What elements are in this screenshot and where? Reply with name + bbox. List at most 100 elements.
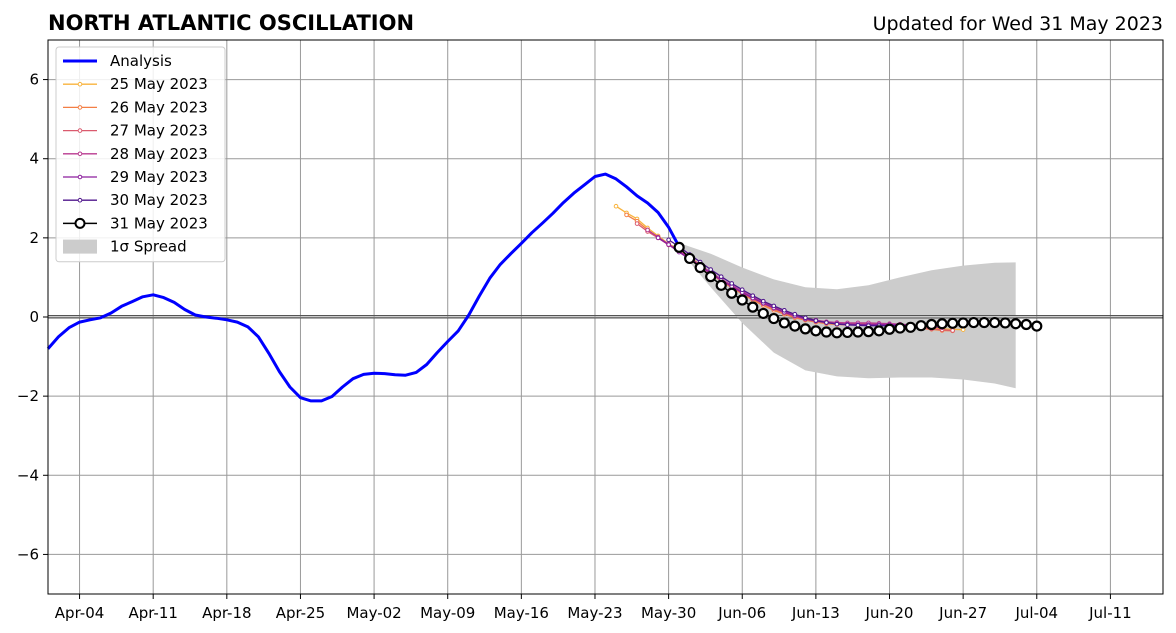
forecast-point	[1010, 318, 1022, 330]
x-tick-label: May-23	[567, 604, 622, 622]
forecast-point	[634, 221, 640, 226]
x-tick-label: Jun-20	[865, 604, 914, 622]
x-tick-label: Apr-11	[128, 604, 178, 622]
forecast-point	[718, 274, 724, 279]
legend-label: 30 May 2023	[110, 191, 208, 209]
forecast-point	[768, 312, 780, 325]
forecast-point	[666, 237, 671, 243]
forecast-point	[925, 318, 938, 331]
legend-label: 25 May 2023	[110, 75, 208, 93]
legend: Analysis 25 May 2023 26 May 2023 27 May 202…	[55, 46, 226, 263]
legend-label: 1σ Spread	[110, 238, 187, 256]
legend-swatch-marker	[74, 217, 86, 229]
y-tick-label: 4	[29, 150, 39, 168]
forecast-point	[957, 317, 969, 329]
forecast-point	[645, 227, 650, 233]
forecast-point	[708, 267, 713, 272]
legend-swatch-marker	[77, 105, 83, 110]
plot-frame	[47, 39, 1164, 595]
x-tick-label: Apr-25	[276, 604, 326, 622]
forecast-point	[999, 317, 1011, 329]
forecast-point	[771, 303, 777, 309]
forecast-point	[673, 241, 685, 253]
legend-label: 27 May 2023	[110, 122, 208, 140]
legend-swatch-marker	[77, 81, 83, 87]
x-tick-label: May-16	[494, 604, 549, 622]
forecast-point	[978, 316, 990, 329]
forecast-point	[705, 271, 717, 283]
forecast-point	[862, 326, 875, 338]
y-tick-label: −2	[17, 387, 39, 405]
forecast-point	[936, 318, 948, 330]
forecast-point	[736, 294, 748, 306]
x-tick-label: Jun-06	[717, 604, 766, 622]
analysis-line	[46, 172, 681, 403]
forecast-point	[915, 320, 927, 332]
x-tick-label: May-09	[420, 604, 475, 622]
forecast-2023-05-31	[673, 241, 1043, 339]
x-tick-label: Jul-11	[1088, 604, 1132, 622]
x-tick-label: Apr-04	[55, 604, 105, 622]
forecast-point	[803, 315, 808, 321]
forecast-point	[894, 322, 906, 334]
y-tick-label: 2	[29, 229, 39, 247]
legend-swatch-marker	[77, 128, 83, 133]
forecast-point	[831, 327, 843, 339]
zero-line	[48, 315, 1163, 319]
legend-box	[55, 46, 226, 263]
forecast-point	[684, 252, 696, 265]
forecast-point	[624, 212, 629, 218]
x-tick-label: Jun-27	[938, 604, 987, 622]
legend-swatch-marker	[77, 151, 83, 157]
x-tick-label: Jul-04	[1014, 604, 1058, 622]
forecast-point	[782, 307, 787, 313]
x-tick-label: Apr-18	[202, 604, 252, 622]
forecast-point	[729, 281, 735, 286]
chart-subtitle: Updated for Wed 31 May 2023	[873, 13, 1163, 35]
legend-label: 31 May 2023	[110, 214, 208, 232]
legend-label: 29 May 2023	[110, 168, 208, 186]
forecast-point	[726, 287, 738, 299]
forecast-point	[947, 317, 959, 329]
forecast-point	[715, 279, 727, 291]
forecast-point	[799, 323, 811, 335]
forecast-point	[747, 301, 759, 313]
y-tick-label: 0	[29, 308, 39, 326]
x-tick-label: May-30	[641, 604, 696, 622]
forecast-point	[789, 320, 801, 332]
y-tick-label: −6	[17, 545, 39, 563]
forecast-point	[694, 261, 706, 274]
legend-label: Analysis	[110, 52, 172, 70]
forecast-point	[666, 242, 671, 247]
forecast-point	[655, 235, 661, 241]
forecast-point	[968, 316, 980, 329]
forecast-point	[873, 325, 885, 337]
forecast-point	[778, 317, 790, 329]
forecast-point	[824, 320, 829, 325]
legend-label: 28 May 2023	[110, 145, 208, 163]
forecast-point	[760, 298, 766, 304]
forecast-point	[904, 321, 917, 333]
x-tick-label: Jun-13	[791, 604, 840, 622]
forecast-point	[813, 318, 819, 323]
forecast-point	[834, 321, 840, 327]
forecast-point	[792, 311, 798, 317]
forecast-point	[810, 325, 822, 337]
forecast-point	[1031, 320, 1043, 332]
forecast-point	[989, 316, 1001, 329]
forecast-point	[1020, 318, 1032, 331]
analysis-series	[46, 172, 681, 403]
chart-title: NORTH ATLANTIC OSCILLATION	[48, 11, 414, 35]
y-tick-label: 6	[29, 71, 39, 89]
y-tick-label: −4	[17, 466, 39, 484]
forecast-point	[820, 326, 832, 338]
forecast-point	[845, 322, 850, 328]
forecast-point	[757, 307, 769, 320]
legend-swatch-marker	[77, 197, 83, 203]
forecast-point	[841, 326, 854, 339]
forecast-point	[739, 287, 745, 292]
x-tick-label: May-02	[346, 604, 401, 622]
legend-label: 26 May 2023	[110, 98, 208, 116]
forecast-point	[613, 203, 619, 209]
